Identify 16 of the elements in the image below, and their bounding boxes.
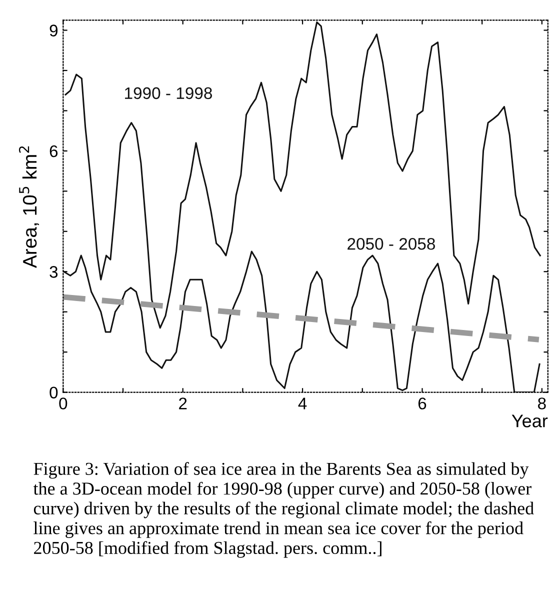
x-tick-label: 8 (538, 398, 546, 410)
x-tick-label: 2 (179, 398, 187, 410)
y-axis-title: Area, 10$^{5}$ km$^{2}$ (18, 146, 39, 268)
line-series (64, 21, 541, 329)
x-axis-title: Year (512, 414, 548, 428)
series-label: 2050 - 2058 (348, 238, 435, 250)
y-tick-label: 9 (50, 24, 58, 36)
x-tick-label: 4 (298, 398, 307, 410)
x-tick-label: 6 (418, 398, 426, 410)
line-series (63, 250, 540, 392)
y-tick-label: 3 (50, 266, 58, 278)
caption: Figure 3: Variation of sea ice area in the Barents Sea as simulated by the a 3D-ocean model for 1990-98 (upper curve) and 2050-58 (lower curve) driven by the results of the regional climate model; the dashed line gives an approximate trend in mean sea ice cover for the period 2050-58 [modified from Slagstad. pers. comm..] (33, 462, 534, 558)
y-tick-label: 6 (50, 145, 58, 158)
series-label: 1990 - 1998 (125, 87, 212, 100)
x-tick-label: 0 (59, 398, 68, 410)
y-tick-label: 0 (50, 386, 58, 398)
